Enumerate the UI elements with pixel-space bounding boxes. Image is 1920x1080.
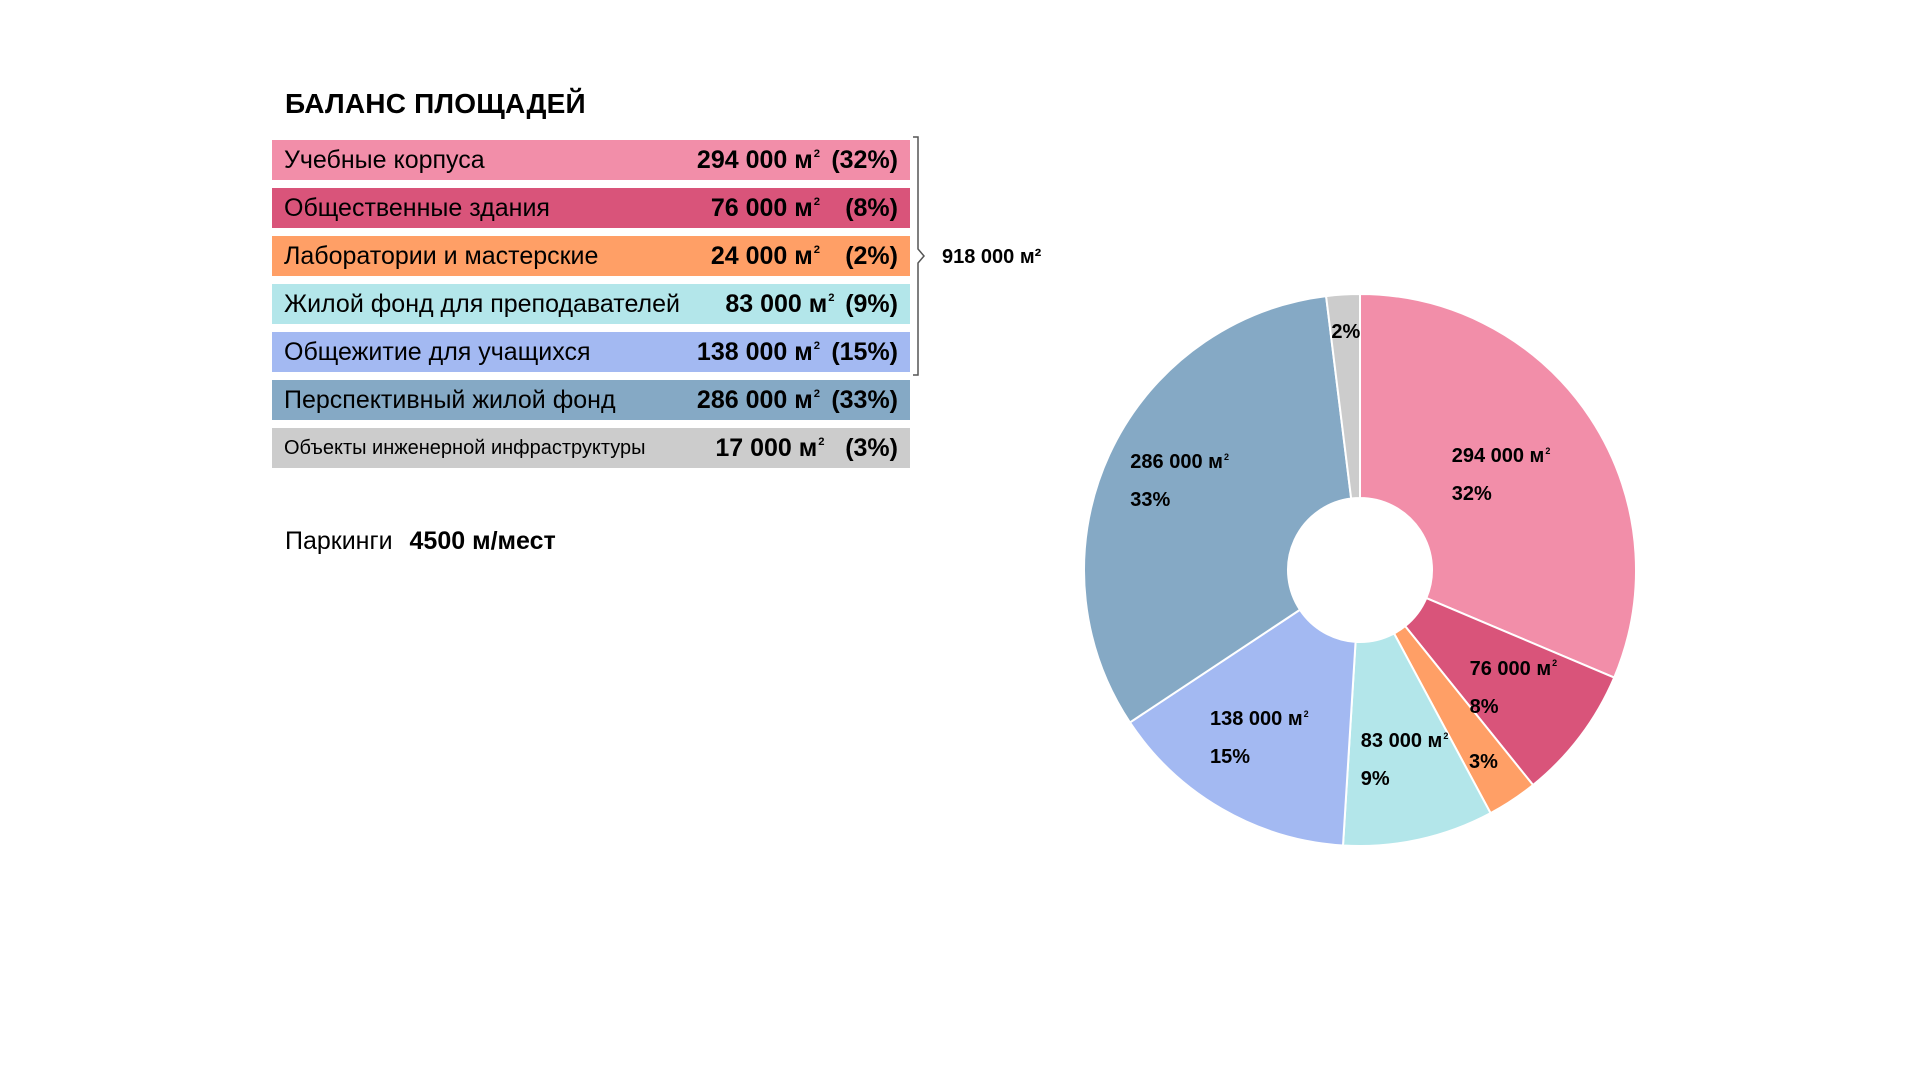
pie-slice	[1341, 632, 1492, 847]
parking-label: Паркинги	[285, 527, 393, 555]
pie-slice-value: 294 000 м2	[1451, 445, 1551, 468]
pie-slice	[1083, 294, 1353, 724]
legend-row-prospective-housing: Перспективный жилой фонд 286 000 м2 (33%…	[272, 380, 910, 420]
parking-value: 4500 м/мест	[409, 527, 556, 555]
legend-area: 138 000 м2	[696, 337, 820, 366]
legend-label: Жилой фонд для преподавателей	[284, 289, 680, 318]
pie-slice	[1324, 292, 1361, 500]
pie-slice-value: 76 000 м2	[1469, 657, 1558, 680]
legend-area: 17 000 м2	[715, 433, 825, 462]
legend-label: Общественные здания	[284, 193, 550, 222]
pie-slice-label: 294 000 м2 32%	[1452, 446, 1551, 504]
pie-slice-percent: 33%	[1130, 489, 1171, 512]
legend-area: 76 000 м2	[710, 193, 820, 222]
pie-slice-percent: 3%	[1469, 750, 1498, 773]
legend-percent: (2%)	[845, 241, 898, 270]
pie-slice-percent: 15%	[1210, 746, 1251, 769]
pie-slice	[1128, 608, 1357, 847]
total-bracket	[913, 136, 925, 376]
legend-row-public: Общественные здания 76 000 м2 (8%)	[272, 188, 910, 228]
pie-slice	[1359, 292, 1637, 679]
pie-chart: 294 000 м2 32% 76 000 м2 8% 3% 83 000 м2 9% 138…	[1080, 290, 1640, 850]
legend-percent: (9%)	[845, 289, 898, 318]
legend-label: Объекты инженерной инфраструктуры	[284, 436, 646, 459]
legend-percent: (3%)	[845, 433, 898, 462]
legend-percent: (33%)	[831, 385, 898, 414]
pie-slice-percent: 8%	[1469, 695, 1499, 718]
legend-label: Перспективный жилой фонд	[284, 385, 616, 414]
legend-row-dormitory: Общежитие для учащихся 138 000 м2 (15%)	[272, 332, 910, 372]
chart-title: БАЛАНС ПЛОЩАДЕЙ	[285, 88, 586, 119]
legend-area: 83 000 м2	[725, 289, 835, 318]
pie-slice-value: 138 000 м2	[1210, 708, 1309, 731]
legend-row-educational: Учебные корпуса 294 000 м2 (32%)	[272, 140, 910, 180]
legend-row-infrastructure: Объекты инженерной инфраструктуры 17 000…	[272, 428, 910, 468]
legend-label: Лаборатории и мастерские	[284, 241, 599, 270]
legend-area: 286 000 м2	[696, 385, 820, 414]
legend-label: Учебные корпуса	[284, 145, 485, 174]
legend-row-faculty-housing: Жилой фонд для преподавателей 83 000 м2 …	[272, 284, 910, 324]
pie-slice-value: 83 000 м2	[1360, 730, 1449, 753]
pie-slice-percent: 32%	[1451, 483, 1492, 506]
pie-chart-svg	[1083, 292, 1637, 847]
pie-slice-percent: 9%	[1360, 768, 1390, 791]
legend-percent: (32%)	[831, 145, 898, 174]
legend-percent: (8%)	[845, 193, 898, 222]
legend-percent: (15%)	[831, 337, 898, 366]
pie-slice-label: 286 000 м2 33%	[1130, 452, 1229, 510]
parking-info: Паркинги 4500 м/мест	[285, 527, 556, 556]
legend-area: 24 000 м2	[710, 241, 820, 270]
pie-slice-value: 286 000 м2	[1130, 451, 1229, 474]
total-area: 918 000 м²	[942, 246, 1042, 268]
legend-label: Общежитие для учащихся	[284, 337, 591, 366]
legend-row-labs: Лаборатории и мастерские 24 000 м2 (2%)	[272, 236, 910, 276]
pie-slice-label: 2%	[1331, 322, 1360, 342]
pie-slice-percent: 2%	[1331, 321, 1361, 344]
pie-slice-label: 3%	[1469, 752, 1498, 772]
pie-slice-label: 138 000 м2 15%	[1210, 709, 1309, 767]
pie-slice-label: 83 000 м2 9%	[1361, 731, 1449, 789]
legend-area: 294 000 м2	[696, 145, 820, 174]
pie-slice-label: 76 000 м2 8%	[1470, 659, 1558, 717]
